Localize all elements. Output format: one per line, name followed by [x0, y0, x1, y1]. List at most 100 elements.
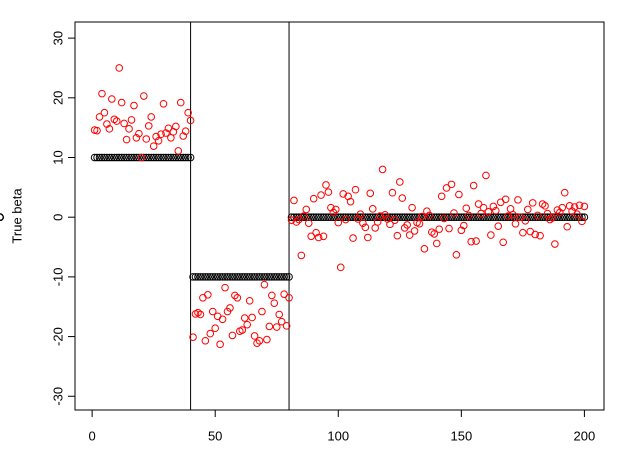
point	[127, 153, 136, 162]
point	[122, 135, 131, 144]
point	[324, 213, 333, 221]
y-tick-label: 0	[50, 214, 65, 221]
point	[447, 213, 456, 221]
point	[216, 273, 224, 281]
point	[487, 231, 495, 239]
point	[130, 101, 138, 110]
x-tick-label: 100	[327, 428, 349, 443]
point	[149, 142, 158, 150]
point	[457, 226, 466, 235]
point	[447, 180, 456, 189]
point	[93, 126, 101, 135]
point	[258, 273, 266, 281]
point	[319, 232, 328, 241]
x-tick-label: 50	[208, 428, 222, 443]
point	[277, 273, 286, 281]
point	[152, 153, 160, 162]
point	[386, 220, 394, 229]
point	[240, 314, 249, 322]
point	[528, 213, 537, 221]
point	[398, 213, 407, 221]
point	[117, 98, 126, 107]
point	[255, 336, 264, 345]
point	[174, 147, 183, 155]
point	[435, 225, 443, 233]
point	[381, 213, 389, 221]
point	[304, 213, 313, 221]
x-tick-label: 200	[574, 428, 596, 443]
point	[494, 213, 503, 221]
point	[231, 273, 239, 281]
point	[455, 190, 463, 199]
point	[204, 290, 212, 299]
point	[351, 185, 360, 194]
point	[112, 153, 121, 162]
point	[186, 116, 195, 125]
point	[206, 329, 215, 338]
point	[149, 153, 158, 162]
point	[514, 196, 522, 204]
point	[415, 219, 424, 228]
point	[341, 215, 350, 224]
point	[514, 213, 522, 221]
point	[243, 273, 251, 281]
point	[322, 181, 330, 189]
point	[504, 212, 512, 220]
point	[250, 273, 259, 281]
point	[580, 202, 589, 211]
point	[243, 320, 251, 329]
point	[110, 153, 119, 162]
point	[272, 323, 281, 331]
point	[142, 135, 151, 143]
point	[277, 317, 286, 326]
point	[361, 223, 370, 232]
point	[159, 153, 168, 162]
point	[216, 340, 224, 349]
point	[154, 136, 163, 145]
point	[162, 129, 170, 137]
point	[135, 129, 143, 138]
point	[546, 215, 554, 224]
point	[509, 211, 517, 219]
point	[282, 322, 291, 330]
point	[496, 213, 505, 221]
x-tick-label: 0	[89, 428, 96, 443]
point	[125, 153, 133, 162]
point	[526, 227, 535, 236]
point	[423, 213, 431, 221]
point	[336, 263, 345, 272]
point	[432, 239, 441, 248]
point	[201, 336, 210, 345]
point	[420, 245, 429, 253]
point	[455, 213, 463, 221]
point	[270, 273, 279, 281]
point	[199, 273, 207, 281]
point	[499, 213, 507, 221]
point	[479, 203, 488, 212]
point	[563, 222, 571, 231]
point	[319, 213, 328, 221]
point	[307, 232, 315, 241]
point	[573, 213, 581, 221]
point	[157, 153, 165, 162]
point	[98, 153, 106, 162]
y-tick-label: 30	[50, 31, 65, 45]
point	[132, 153, 141, 162]
point	[189, 333, 197, 341]
point	[536, 213, 544, 221]
point	[144, 122, 153, 130]
point	[304, 219, 313, 227]
point	[573, 210, 581, 219]
point	[108, 95, 116, 103]
point	[440, 214, 448, 223]
point	[368, 205, 377, 213]
point	[558, 203, 567, 212]
point	[327, 203, 335, 212]
point	[250, 332, 259, 340]
y-tick-label: 10	[50, 150, 65, 164]
point	[270, 299, 279, 307]
point	[543, 213, 552, 221]
point	[403, 213, 411, 221]
point	[98, 89, 106, 98]
